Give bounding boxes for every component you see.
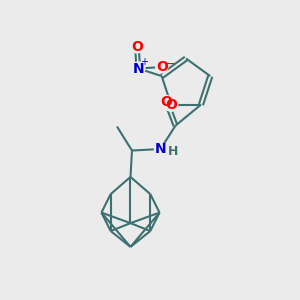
Circle shape <box>154 143 166 155</box>
Circle shape <box>132 62 145 75</box>
Text: N: N <box>155 142 166 156</box>
Circle shape <box>160 96 172 108</box>
Text: H: H <box>168 145 178 158</box>
Text: +: + <box>140 57 148 67</box>
Text: O: O <box>156 60 168 74</box>
Text: O: O <box>165 98 177 112</box>
Circle shape <box>164 98 178 111</box>
Text: O: O <box>160 94 172 109</box>
Circle shape <box>156 61 168 73</box>
Text: O: O <box>131 40 143 54</box>
Text: −: − <box>165 58 175 71</box>
Circle shape <box>131 41 143 53</box>
Text: N: N <box>133 61 144 76</box>
